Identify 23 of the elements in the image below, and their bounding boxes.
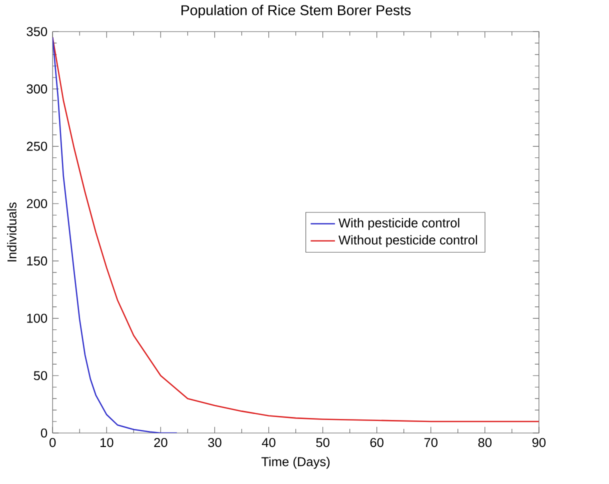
chart-title: Population of Rice Stem Borer Pests — [182, 5, 411, 18]
y-tick-label: 250 — [26, 142, 48, 152]
x-tick-label: 50 — [316, 438, 330, 448]
x-tick-label: 20 — [154, 438, 168, 448]
x-tick-label: 80 — [478, 438, 492, 448]
y-tick-label: 200 — [26, 199, 48, 208]
y-tick-label: 0 — [40, 428, 48, 438]
y-tick-label: 350 — [26, 27, 48, 36]
x-axis-title: Time (Days) — [261, 457, 330, 469]
y-tick-label: 50 — [34, 371, 48, 380]
x-tick-label: 0 — [50, 438, 56, 448]
legend-label: With pesticide control — [338, 218, 460, 230]
x-tick-label: 70 — [424, 438, 438, 448]
x-tick-label: 60 — [370, 438, 384, 448]
x-tick-label: 30 — [208, 438, 222, 448]
y-tick-label: 300 — [26, 84, 48, 94]
y-tick-label: 150 — [27, 256, 48, 266]
x-tick-label: 90 — [532, 438, 546, 448]
y-tick-label: 100 — [27, 314, 48, 324]
x-tick-label: 10 — [100, 438, 114, 448]
y-axis-title: Individuals — [7, 202, 16, 262]
x-tick-label: 40 — [262, 438, 276, 448]
legend-label: Without pesticide control — [338, 235, 478, 248]
